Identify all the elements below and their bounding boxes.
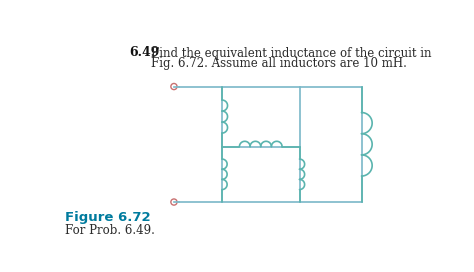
Text: 6.49: 6.49	[129, 47, 159, 60]
Text: Fig. 6.72. Assume all inductors are 10 mH.: Fig. 6.72. Assume all inductors are 10 m…	[151, 57, 407, 70]
Text: Find the equivalent inductance of the circuit in: Find the equivalent inductance of the ci…	[151, 47, 431, 60]
Text: Figure 6.72: Figure 6.72	[65, 211, 151, 224]
Text: For Prob. 6.49.: For Prob. 6.49.	[65, 224, 155, 237]
